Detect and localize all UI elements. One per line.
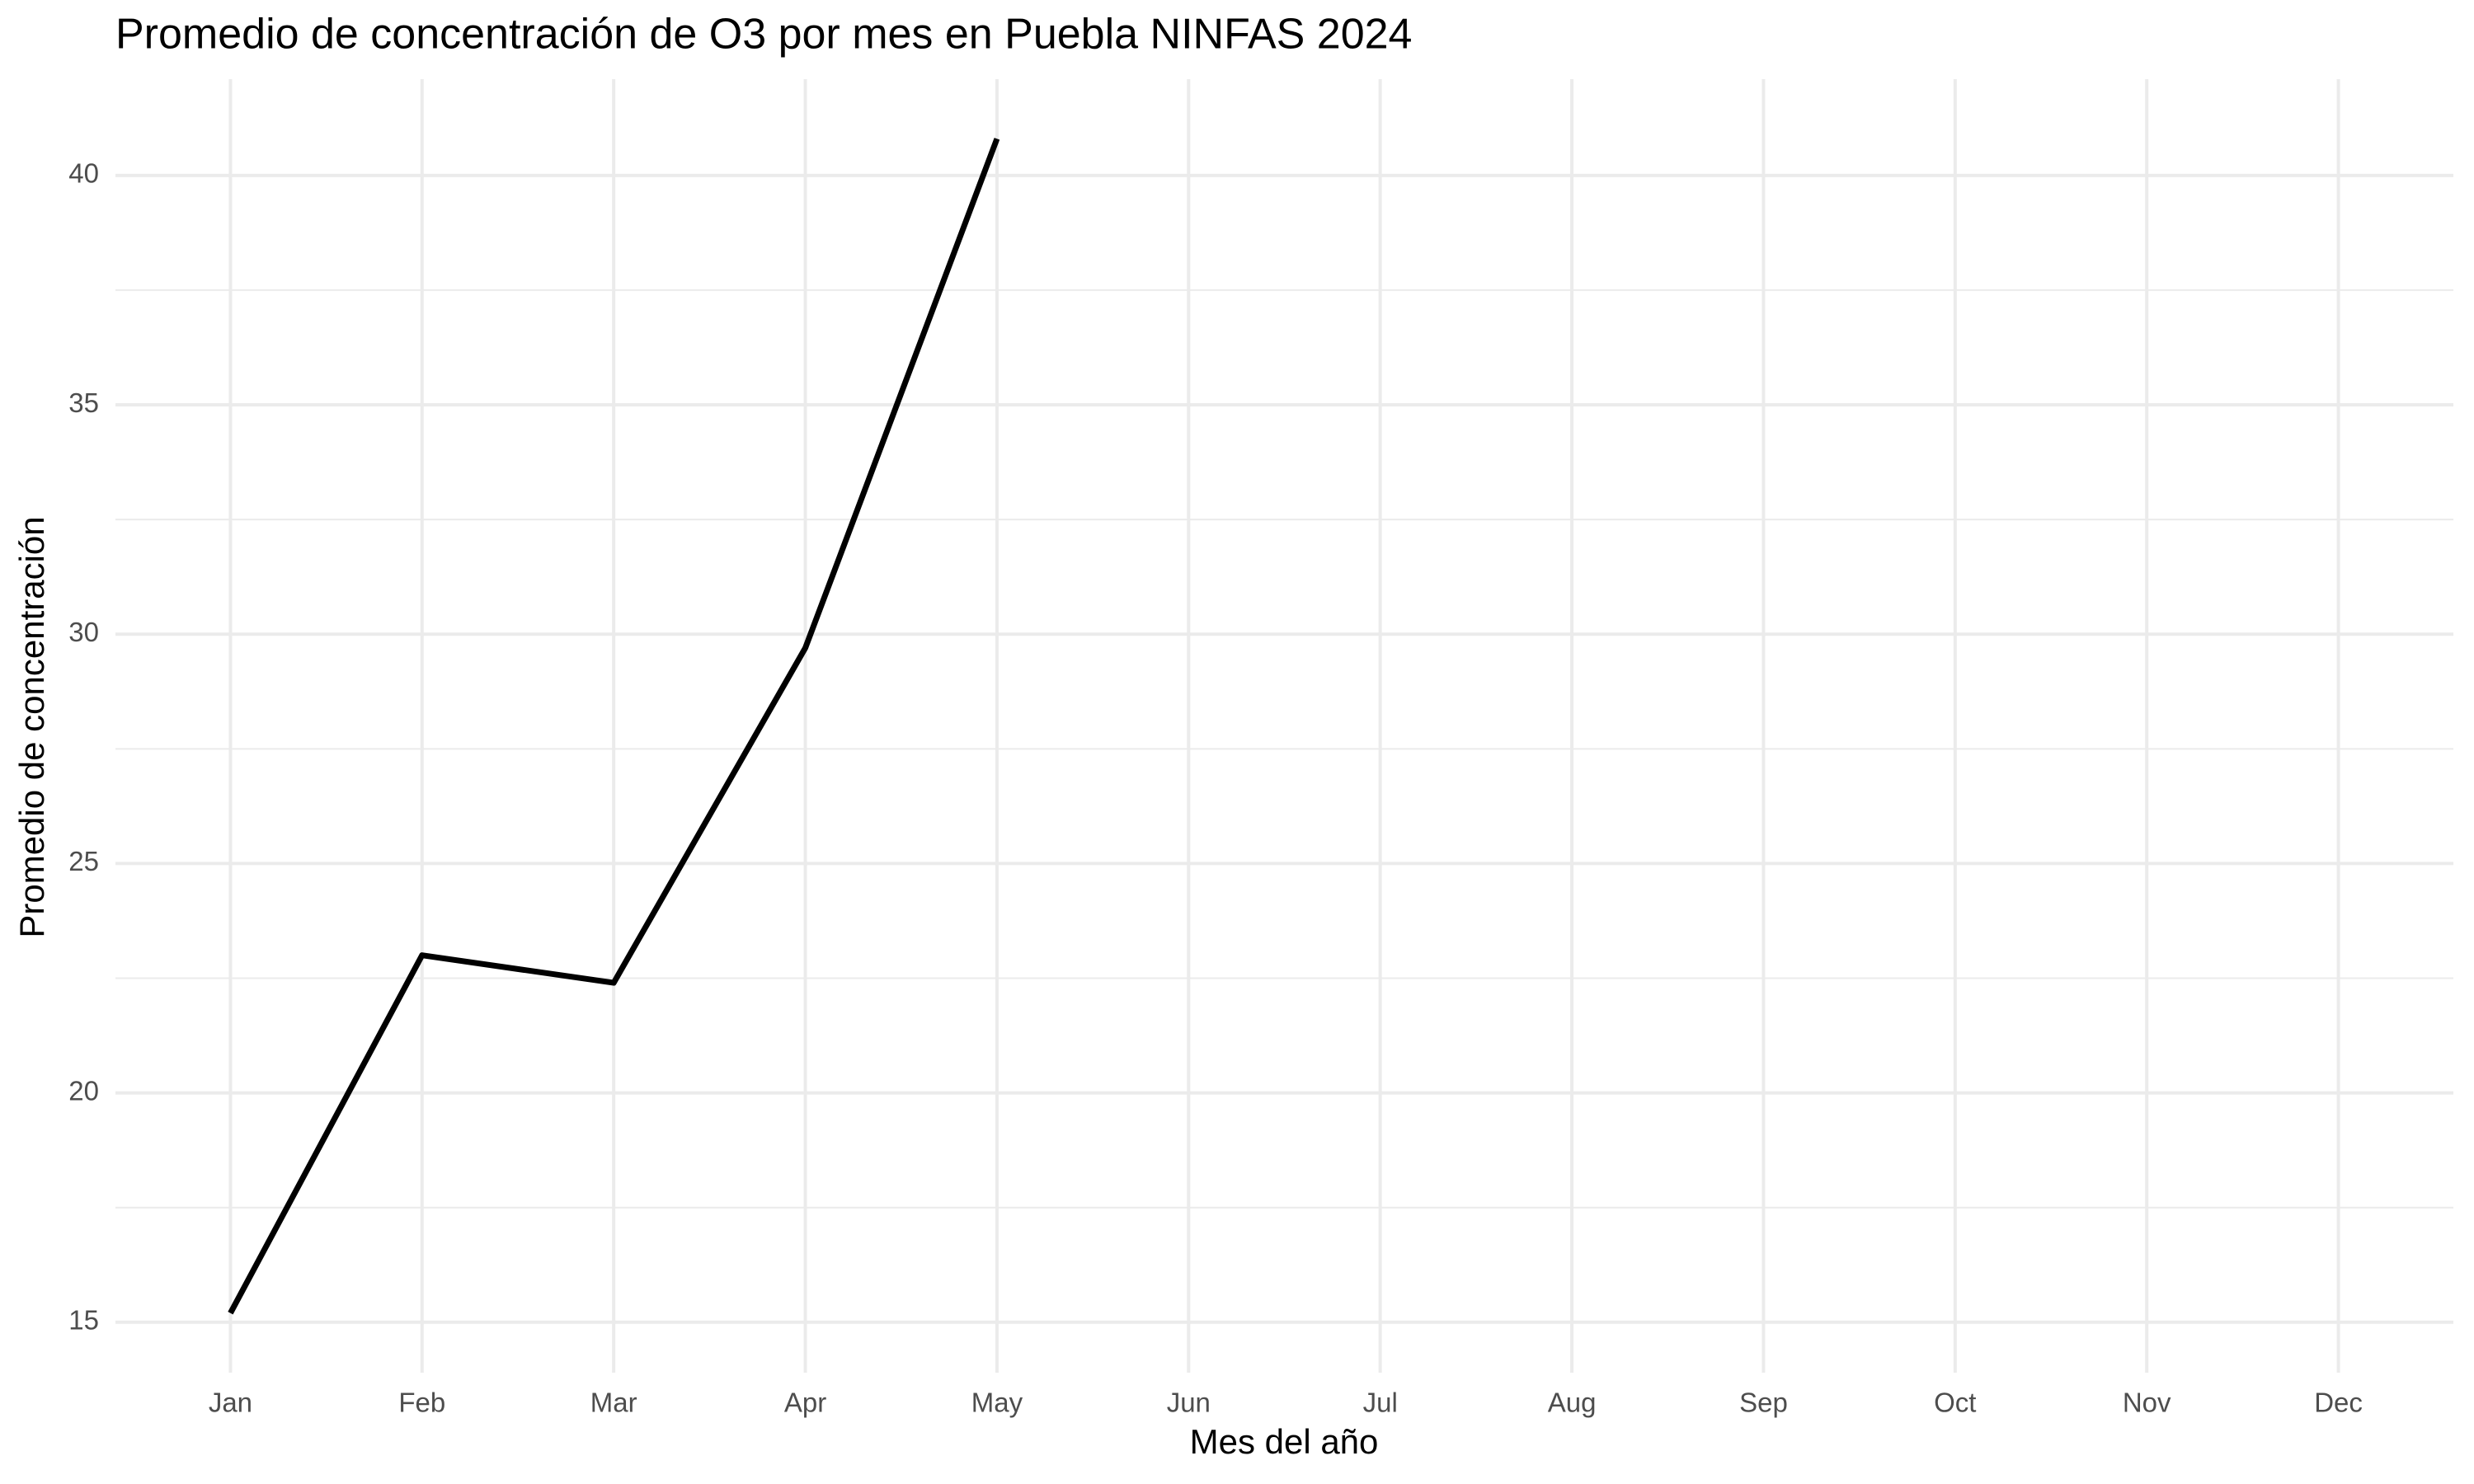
y-tick-label: 30 <box>68 617 99 647</box>
line-series <box>228 138 1000 1315</box>
x-tick-label: Aug <box>1548 1388 1597 1418</box>
x-tick-label: May <box>971 1388 1023 1418</box>
grid <box>115 79 2453 1373</box>
x-tick-label: Oct <box>1934 1388 1976 1418</box>
x-tick-label: Jul <box>1363 1388 1398 1418</box>
x-tick-label: Dec <box>2314 1388 2363 1418</box>
y-tick-label: 25 <box>68 846 99 876</box>
x-tick-label: Nov <box>2123 1388 2171 1418</box>
x-tick-label: Sep <box>1739 1388 1788 1418</box>
x-tick-label: Jun <box>1167 1388 1211 1418</box>
x-tick-label: Mar <box>590 1388 637 1418</box>
x-tick-label: Apr <box>784 1388 826 1418</box>
x-tick-label: Feb <box>398 1388 445 1418</box>
y-tick-label: 15 <box>68 1305 99 1336</box>
chart-title: Promedio de concentración de O3 por mes … <box>115 11 1412 59</box>
x-tick-label: Jan <box>209 1388 252 1418</box>
x-axis-title: Mes del año <box>1190 1422 1379 1461</box>
y-tick-label: 35 <box>68 387 99 418</box>
y-tick-label: 40 <box>68 158 99 189</box>
y-tick-label: 20 <box>68 1075 99 1106</box>
y-axis-title: Promedio de concentración <box>12 516 51 937</box>
